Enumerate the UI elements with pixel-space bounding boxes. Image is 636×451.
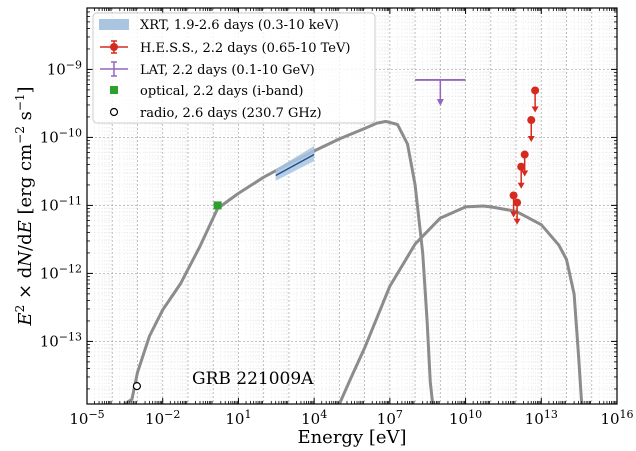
y-tick-label: 10−13 xyxy=(40,330,82,351)
legend-optical-label: optical, 2.2 days (i-band) xyxy=(140,84,303,99)
legend-radio-label: radio, 2.6 days (230.7 GHz) xyxy=(140,106,322,121)
x-tick-label: 10−2 xyxy=(145,408,180,429)
legend-entry-optical: optical, 2.2 days (i-band) xyxy=(110,84,303,99)
hess-point xyxy=(527,116,536,125)
hess-ul-arrowhead xyxy=(517,182,525,189)
hess-ul-arrowhead xyxy=(521,170,529,177)
y-tick-label: 10−9 xyxy=(47,58,82,79)
legend-hess-label: H.E.S.S., 2.2 days (0.65-10 TeV) xyxy=(140,41,350,56)
model-curve xyxy=(338,204,584,404)
legend: XRT, 1.9-2.6 days (0.3-10 keV) H.E.S.S.,… xyxy=(92,12,376,124)
hess-point xyxy=(517,162,526,171)
x-tick-label: 107 xyxy=(377,408,403,429)
legend-hess-marker xyxy=(110,43,118,51)
plot-frame xyxy=(86,7,618,405)
optical-point xyxy=(213,201,222,210)
legend-xrt-label: XRT, 1.9-2.6 days (0.3-10 keV) xyxy=(140,18,339,33)
xrt-bestfit-line xyxy=(275,153,315,177)
y-tick-label: 10−12 xyxy=(40,262,82,283)
legend-entry-lat: LAT, 2.2 days (0.1-10 GeV) xyxy=(100,61,315,78)
grb-annotation: GRB 221009A xyxy=(192,369,314,389)
hess-point xyxy=(531,86,540,95)
x-tick-label: 1013 xyxy=(525,408,558,429)
hess-point xyxy=(520,150,529,159)
radio-point xyxy=(132,382,142,391)
axis-tick-labels: 10−5 10−2 101 104 107 1010 1013 1016 10−13 10−12 1… xyxy=(40,58,634,428)
plot-area xyxy=(123,79,584,404)
x-tick-label: 104 xyxy=(301,408,327,429)
hess-ul-arrowhead xyxy=(510,211,518,218)
legend-entry-radio: radio, 2.6 days (230.7 GHz) xyxy=(109,106,322,121)
legend-lat-label: LAT, 2.2 days (0.1-10 GeV) xyxy=(140,63,315,78)
legend-radio-marker xyxy=(109,107,119,117)
hess-point xyxy=(509,191,518,200)
y-axis-label: E2 × dN/dE [erg cm−2 s−1] xyxy=(13,86,36,326)
hess-ul-arrowhead xyxy=(527,136,535,143)
y-tick-label: 10−11 xyxy=(40,194,82,215)
x-tick-label: 1016 xyxy=(600,408,633,429)
legend-entry-xrt: XRT, 1.9-2.6 days (0.3-10 keV) xyxy=(99,18,339,33)
xrt-band xyxy=(275,145,315,181)
lat-ul-arrowhead xyxy=(436,98,444,106)
legend-box xyxy=(92,12,376,124)
hess-point xyxy=(513,198,522,207)
x-tick-label: 101 xyxy=(225,408,251,429)
hess-ul-arrowhead xyxy=(531,106,539,113)
y-tick-label: 10−10 xyxy=(40,126,82,147)
legend-optical-marker xyxy=(110,86,118,94)
legend-xrt-swatch xyxy=(99,19,129,30)
x-axis-label: Energy [eV] xyxy=(297,427,406,448)
hess-ul-arrowhead xyxy=(513,218,521,225)
axis-ticks xyxy=(86,8,618,404)
legend-entry-hess: H.E.S.S., 2.2 days (0.65-10 TeV) xyxy=(100,40,350,56)
x-tick-label: 1010 xyxy=(449,408,482,429)
x-tick-label: 10−5 xyxy=(69,408,104,429)
